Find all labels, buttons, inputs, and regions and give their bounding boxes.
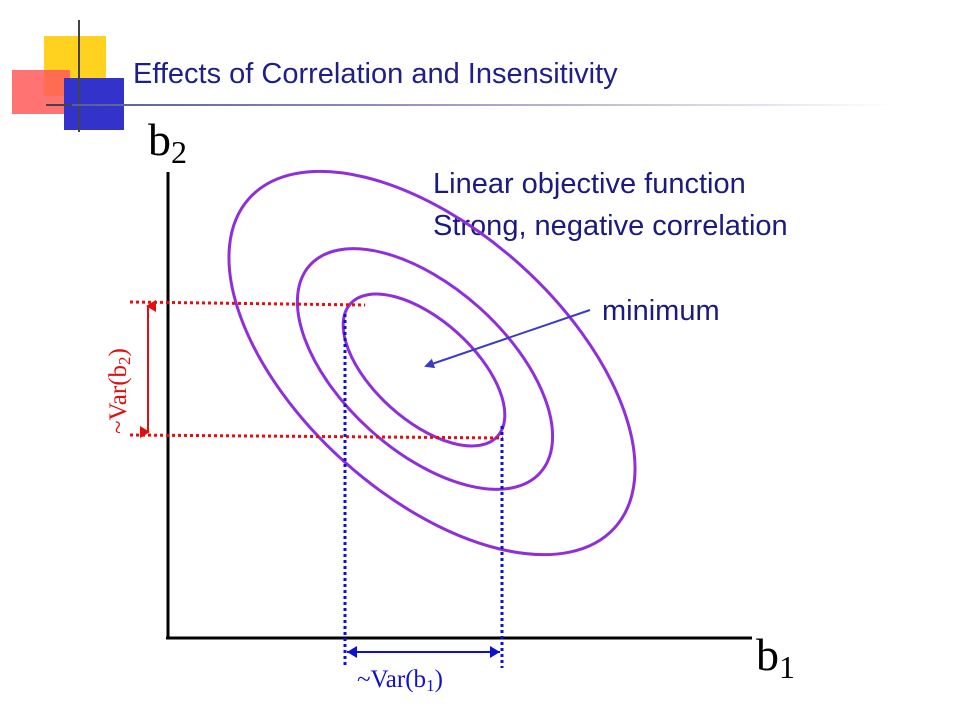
var-b1-label-sub: 1 [426,676,435,695]
x-axis-label-sub: 1 [779,649,795,685]
annotation-negative-correlation: Strong, negative correlation [433,210,788,242]
var-b1-label: ~Var(b1) [357,666,443,695]
var-b2-guide-top [129,300,366,307]
var-b2-label-suffix: ) [105,348,132,356]
minimum-pointer-arrow [424,309,591,369]
var-b2-label-sub: 2 [115,356,134,365]
annotation-linear-objective: Linear objective function [433,168,746,200]
y-axis-label: b2 [148,114,187,170]
var-b2-guide-bottom [129,433,504,440]
var-b1-label-prefix: ~Var(b [357,666,426,693]
contour-middle [295,247,555,491]
deco-vertical-line [78,20,80,132]
deco-red-square [12,70,70,114]
x-axis-label: b1 [756,629,795,685]
var-b2-label: ~Var(b2) [105,348,134,434]
contour-outer [227,169,637,557]
contour-inner [341,292,507,448]
minimum-label: minimum [602,295,720,327]
y-axis-label-base: b [148,114,171,165]
var-b2-label-prefix: ~Var(b [105,365,132,434]
y-axis-label-sub: 2 [171,134,187,170]
slide-title: Effects of Correlation and Insensitivity [133,58,618,90]
title-underline [72,104,892,106]
x-axis-label-base: b [756,629,779,680]
var-b1-label-suffix: ) [435,666,443,693]
